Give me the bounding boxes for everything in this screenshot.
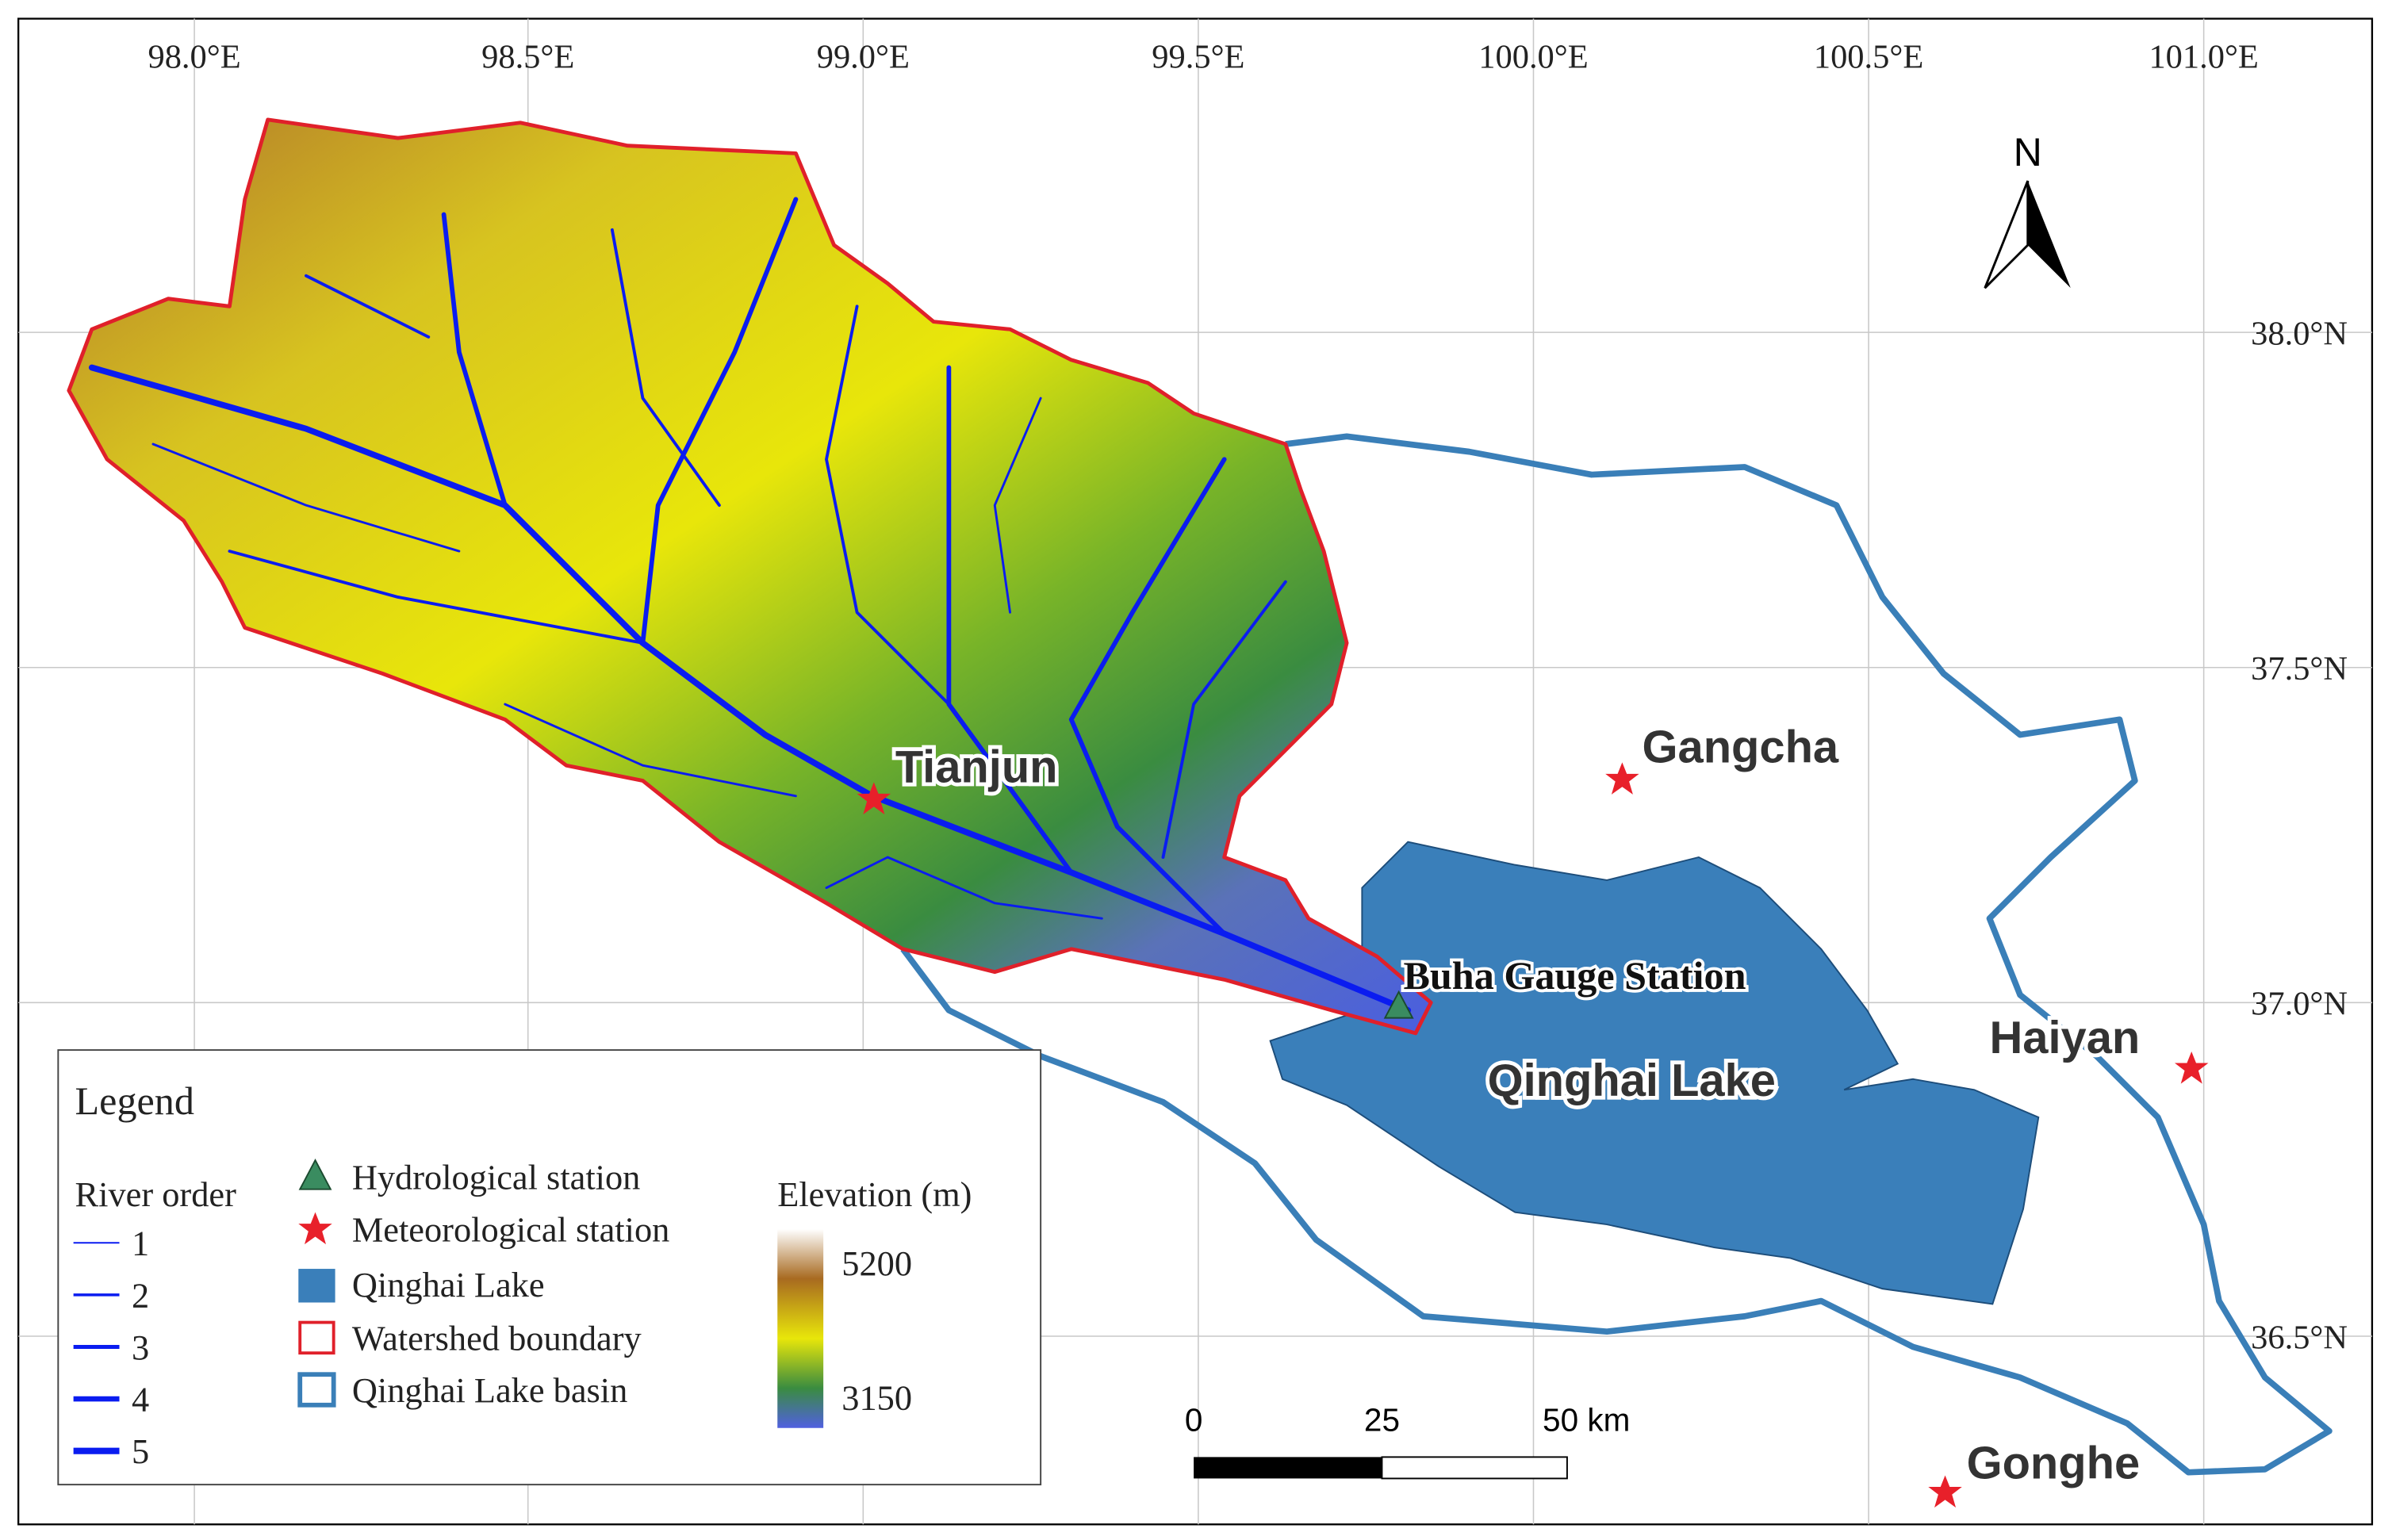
scale-label: 25	[1364, 1402, 1400, 1438]
legend-label: Qinghai Lake basin	[352, 1370, 628, 1410]
scale-segment	[1194, 1457, 1382, 1479]
river	[151, 442, 461, 553]
scale-bar: 0 25 50 km	[1185, 1402, 1630, 1480]
legend-symbol	[297, 1372, 336, 1408]
river	[504, 703, 797, 798]
river	[228, 550, 645, 645]
station-star	[2174, 1052, 2209, 1084]
qinghai-lake	[1269, 841, 2040, 1305]
legend-label: 3	[132, 1327, 149, 1367]
lon-label: 99.5°E	[1152, 38, 1244, 75]
river	[441, 212, 508, 508]
river	[610, 228, 721, 508]
river	[825, 305, 951, 706]
river	[1161, 580, 1287, 859]
lon-label: 98.0°E	[148, 38, 240, 75]
river	[88, 364, 1412, 1013]
station-star	[1605, 762, 1639, 795]
lat-label: 36.5°N	[2251, 1319, 2348, 1356]
river	[946, 365, 1074, 875]
watershed	[67, 117, 1433, 1036]
lat-label: 37.0°N	[2251, 986, 2348, 1023]
scale-label: 50 km	[1543, 1402, 1630, 1438]
legend-subtitle: Elevation (m)	[777, 1174, 972, 1214]
river-network	[88, 197, 1412, 1013]
lon-label: 99.0°E	[817, 38, 910, 75]
lon-label: 100.5°E	[1814, 38, 1923, 75]
legend-symbol	[298, 1158, 332, 1190]
gauge-label: Buha Gauge Station	[1403, 953, 1746, 998]
latitude-labels: 38.0°N 37.5°N 37.0°N 36.5°N	[2251, 316, 2348, 1357]
legend-label: Qinghai Lake	[352, 1265, 545, 1304]
river	[304, 274, 431, 339]
lon-label: 100.0°E	[1478, 38, 1588, 75]
river	[825, 856, 1103, 920]
river	[640, 197, 799, 645]
meteorological-stations	[857, 762, 2209, 1508]
lon-label: 98.5°E	[481, 38, 574, 75]
legend-label: 5	[132, 1431, 149, 1471]
legend-label: 2	[132, 1275, 149, 1315]
place-label: Tianjun	[895, 741, 1058, 792]
station-star	[1928, 1475, 1962, 1508]
place-label: Haiyan	[1990, 1013, 2141, 1063]
river	[993, 396, 1042, 614]
legend-label: 5200	[841, 1243, 912, 1283]
lake-label: Qinghai Lake	[1488, 1055, 1776, 1106]
legend-label: Watershed boundary	[352, 1318, 642, 1358]
river	[1068, 457, 1227, 937]
north-label: N	[2014, 130, 2042, 174]
scale-label: 0	[1185, 1402, 1203, 1438]
lon-label: 101.0°E	[2149, 38, 2258, 75]
legend-symbol	[298, 1269, 335, 1303]
longitude-labels: 98.0°E 98.5°E 99.0°E 99.5°E 100.0°E 100.…	[148, 38, 2258, 75]
hydrological-station	[1383, 990, 1414, 1019]
legend-title: Legend	[75, 1078, 194, 1123]
lat-label: 37.5°N	[2251, 650, 2348, 688]
legend-symbol	[298, 1320, 335, 1355]
lake-basin-boundary	[900, 433, 2333, 1476]
elevation-ramp	[777, 1228, 824, 1428]
lat-label: 38.0°N	[2251, 316, 2348, 353]
place-label: Gangcha	[1642, 722, 1838, 772]
north-arrow-right	[2027, 181, 2071, 289]
scale-segment	[1381, 1456, 1568, 1480]
legend-label: 4	[132, 1380, 149, 1419]
legend: Legend River order 1 2 3 4 5 Hydrologica…	[57, 1049, 1042, 1486]
legend-label: 1	[132, 1224, 149, 1263]
north-arrow: N	[1984, 130, 2071, 289]
legend-label: Meteorological station	[352, 1209, 670, 1249]
legend-label: 3150	[841, 1378, 912, 1418]
legend-symbol	[298, 1212, 332, 1245]
legend-box	[57, 1049, 1042, 1486]
place-label: Gonghe	[1967, 1438, 2141, 1488]
station-star	[857, 782, 891, 814]
legend-label: Hydrological station	[352, 1158, 641, 1197]
legend-subtitle: River order	[75, 1174, 237, 1214]
